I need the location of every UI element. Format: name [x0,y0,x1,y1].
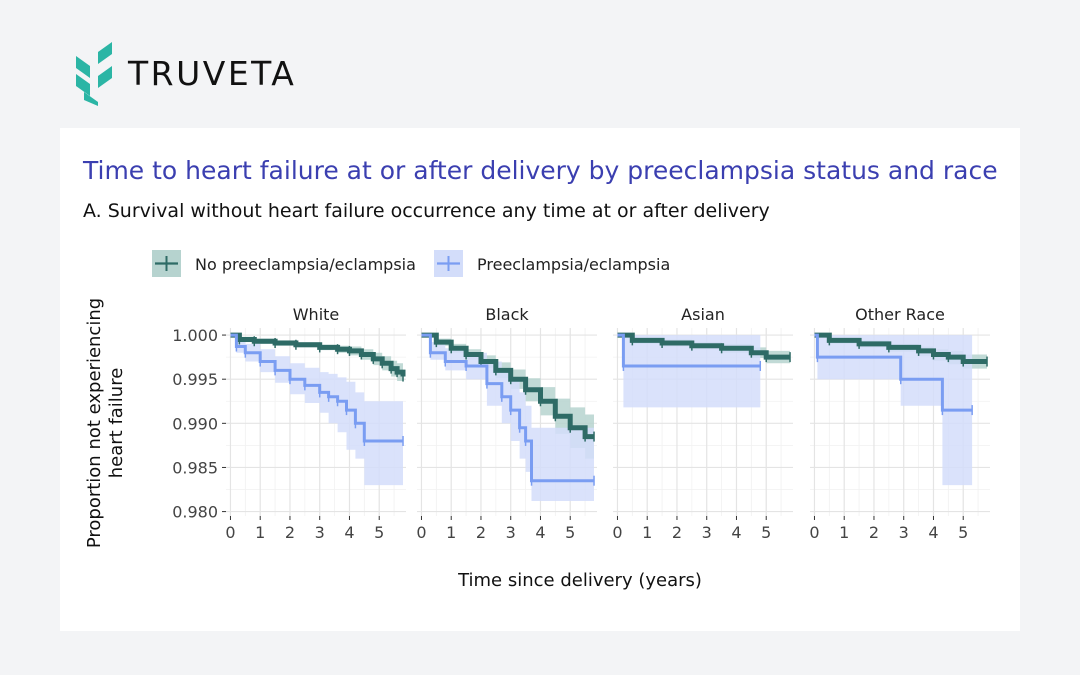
figure-title: Time to heart failure at or after delive… [83,156,998,185]
survival-curve [230,333,403,443]
x-tick-label: 4 [344,523,354,542]
confidence-band [617,335,761,408]
x-tick-label: 5 [565,523,575,542]
facet-panel: Other Race 0 1 2 3 4 5 [809,305,990,542]
x-axis-title: Time since delivery (years) [457,570,702,591]
x-tick-label: 4 [731,523,741,542]
y-tick-label: 1.000 [172,326,218,345]
legend-label: Preeclampsia/eclampsia [477,255,670,274]
x-tick-label: 0 [416,523,426,542]
x-tick-label: 2 [476,523,486,542]
confidence-band [230,335,403,387]
x-tick-label: 2 [869,523,879,542]
confidence-band [421,335,594,501]
y-axis-title-line: Proportion not experiencing [84,298,105,548]
legend-item: No preeclampsia/eclampsia [152,250,416,277]
legend-item: Preeclampsia/eclampsia [434,250,670,277]
brand-name: TRUVETA [128,54,297,93]
facet-label: Black [485,305,529,324]
x-tick-label: 0 [809,523,819,542]
survival-chart: No preeclampsia/eclampsia Preeclampsia/ec… [84,250,990,591]
x-tick-label: 1 [839,523,849,542]
y-axis-title-line: heart failure [106,368,127,479]
survival-curve [617,333,761,368]
x-tick-label: 1 [642,523,652,542]
facet-label: Asian [681,305,725,324]
x-tick-label: 3 [506,523,516,542]
figure-subtitle: A. Survival without heart failure occurr… [83,200,770,222]
figure-card: Time to heart failure at or after delive… [60,128,1020,631]
survival-curve [814,333,973,412]
facet-label: Other Race [855,305,945,324]
y-axis: 1.000 0.995 0.990 0.985 0.980 [172,326,226,522]
x-tick-label: 0 [612,523,622,542]
survival-curve [617,332,790,360]
truveta-logo-mark [76,42,112,106]
y-tick-label: 0.995 [172,370,218,389]
facet-panel: White 0 1 2 3 4 5 [225,305,406,542]
x-tick-label: 4 [535,523,545,542]
y-tick-label: 0.985 [172,458,218,477]
x-tick-label: 3 [899,523,909,542]
truveta-logo: TRUVETA [76,40,316,106]
facet-panel: Asian 0 1 2 3 4 5 [612,305,793,542]
x-tick-label: 3 [315,523,325,542]
x-tick-label: 5 [958,523,968,542]
confidence-band [814,335,973,486]
x-tick-label: 2 [285,523,295,542]
x-tick-label: 1 [446,523,456,542]
facet-panel: Black 0 1 2 3 4 5 [416,305,597,542]
x-tick-label: 5 [374,523,384,542]
y-axis-title: Proportion not experiencingheart failure [84,298,127,548]
legend: No preeclampsia/eclampsia Preeclampsia/ec… [152,250,670,277]
x-tick-label: 3 [702,523,712,542]
x-tick-label: 2 [672,523,682,542]
x-tick-label: 1 [255,523,265,542]
x-tick-label: 5 [761,523,771,542]
legend-label: No preeclampsia/eclampsia [195,255,416,274]
x-tick-label: 0 [225,523,235,542]
confidence-band [230,335,403,486]
y-tick-label: 0.990 [172,414,218,433]
facet-label: White [293,305,340,324]
x-tick-label: 4 [928,523,938,542]
y-tick-label: 0.980 [172,503,218,522]
